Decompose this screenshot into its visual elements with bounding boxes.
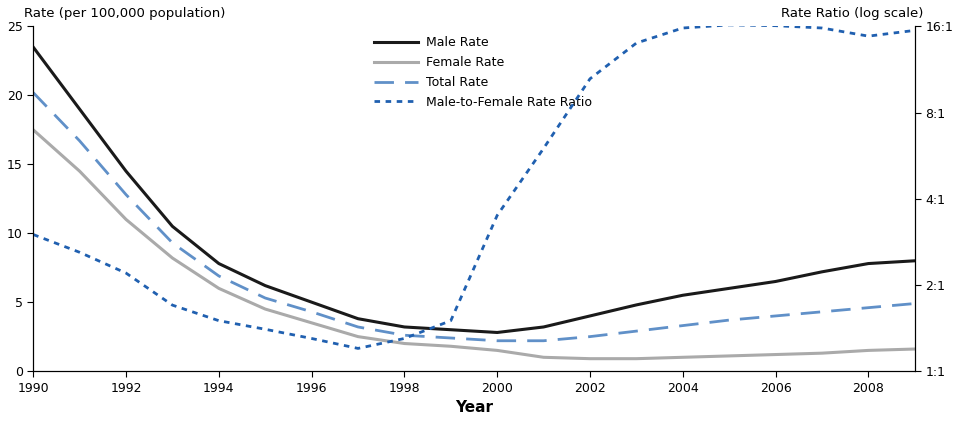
Male-to-Female Rate Ratio (631, 41, 642, 46)
Female Rate (306, 320, 318, 325)
Female Rate (74, 169, 85, 174)
Male-to-Female Rate Ratio (259, 327, 271, 332)
Line: Male-to-Female Rate Ratio: Male-to-Female Rate Ratio (34, 25, 915, 349)
Female Rate (631, 356, 642, 361)
Female Rate (816, 351, 828, 356)
Female Rate (677, 355, 688, 360)
Total Rate (398, 333, 410, 338)
Male Rate (213, 261, 225, 266)
Male Rate (120, 169, 132, 174)
Female Rate (492, 348, 503, 353)
Male Rate (398, 325, 410, 330)
Female Rate (352, 334, 364, 339)
Male Rate (28, 45, 39, 50)
Male Rate (631, 303, 642, 308)
Male Rate (74, 107, 85, 112)
Male Rate (538, 325, 549, 330)
Total Rate (538, 338, 549, 343)
Male-to-Female Rate Ratio (585, 76, 596, 81)
Male-to-Female Rate Ratio (120, 271, 132, 276)
Total Rate (167, 241, 179, 246)
Male-to-Female Rate Ratio (816, 25, 828, 30)
Male-to-Female Rate Ratio (677, 25, 688, 30)
Male Rate (352, 316, 364, 321)
Male-to-Female Rate Ratio (538, 146, 549, 151)
Male-to-Female Rate Ratio (213, 318, 225, 323)
Female Rate (770, 352, 781, 357)
Female Rate (398, 341, 410, 346)
Male Rate (770, 279, 781, 284)
Total Rate (863, 305, 875, 310)
Male Rate (863, 261, 875, 266)
Line: Total Rate: Total Rate (34, 92, 915, 341)
Text: Rate (per 100,000 population): Rate (per 100,000 population) (24, 7, 226, 19)
Total Rate (492, 338, 503, 343)
Female Rate (445, 344, 457, 349)
Total Rate (306, 309, 318, 314)
Legend: Male Rate, Female Rate, Total Rate, Male-to-Female Rate Ratio: Male Rate, Female Rate, Total Rate, Male… (374, 36, 591, 109)
Male Rate (909, 258, 921, 263)
Total Rate (770, 314, 781, 319)
Male-to-Female Rate Ratio (167, 303, 179, 308)
Male Rate (585, 314, 596, 319)
Male-to-Female Rate Ratio (398, 336, 410, 341)
Male-to-Female Rate Ratio (770, 23, 781, 28)
Male Rate (306, 300, 318, 305)
Male Rate (677, 293, 688, 298)
Line: Female Rate: Female Rate (34, 130, 915, 359)
Female Rate (724, 353, 735, 358)
Male Rate (724, 286, 735, 291)
Total Rate (724, 317, 735, 322)
Total Rate (631, 329, 642, 334)
Total Rate (677, 323, 688, 328)
Total Rate (445, 335, 457, 341)
X-axis label: Year: Year (455, 400, 493, 415)
Total Rate (816, 309, 828, 314)
Total Rate (352, 325, 364, 330)
Male-to-Female Rate Ratio (909, 28, 921, 33)
Male-to-Female Rate Ratio (724, 22, 735, 27)
Female Rate (259, 306, 271, 311)
Female Rate (120, 217, 132, 222)
Female Rate (585, 356, 596, 361)
Total Rate (259, 295, 271, 300)
Male Rate (167, 224, 179, 229)
Male Rate (492, 330, 503, 335)
Female Rate (213, 286, 225, 291)
Male-to-Female Rate Ratio (306, 336, 318, 341)
Male Rate (259, 283, 271, 288)
Line: Male Rate: Male Rate (34, 47, 915, 333)
Female Rate (28, 127, 39, 133)
Text: Rate Ratio (log scale): Rate Ratio (log scale) (781, 7, 924, 19)
Male-to-Female Rate Ratio (492, 213, 503, 218)
Female Rate (909, 346, 921, 352)
Total Rate (909, 301, 921, 306)
Total Rate (28, 90, 39, 95)
Total Rate (585, 334, 596, 339)
Male Rate (445, 327, 457, 332)
Male-to-Female Rate Ratio (445, 318, 457, 323)
Female Rate (538, 355, 549, 360)
Total Rate (213, 273, 225, 279)
Male-to-Female Rate Ratio (74, 250, 85, 255)
Male-to-Female Rate Ratio (28, 232, 39, 237)
Total Rate (74, 138, 85, 143)
Female Rate (167, 255, 179, 260)
Male-to-Female Rate Ratio (863, 34, 875, 39)
Total Rate (120, 192, 132, 197)
Male-to-Female Rate Ratio (352, 346, 364, 351)
Female Rate (863, 348, 875, 353)
Male Rate (816, 269, 828, 274)
